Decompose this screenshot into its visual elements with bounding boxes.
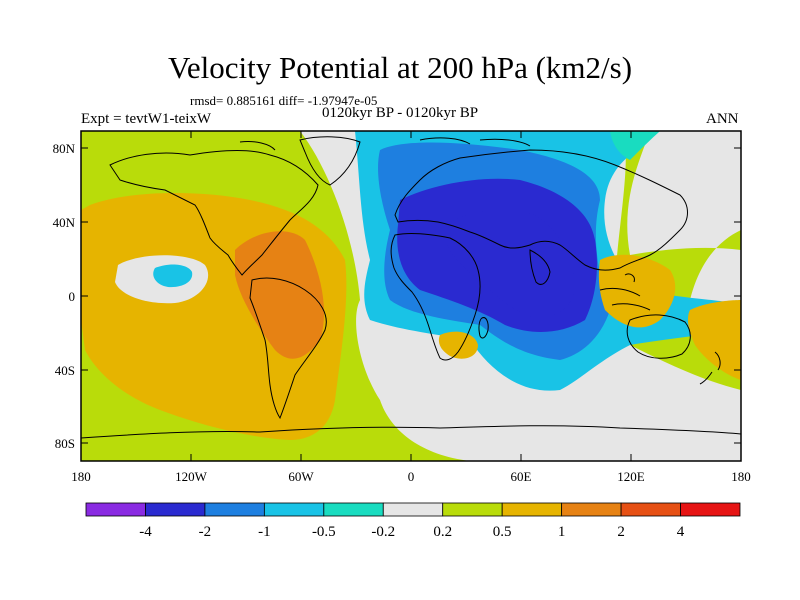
lon-label-180w: 180: [71, 469, 91, 484]
coast-new-zealand: [699, 351, 721, 385]
coast-north-america: [109, 150, 319, 276]
lat-label-80n: 80N: [53, 141, 76, 156]
colorbar-box: [85, 502, 146, 517]
colorbar-label: -2: [199, 524, 212, 540]
colorbar-box: [501, 502, 563, 517]
period-label: 0120kyr BP - 0120kyr BP: [322, 105, 479, 121]
positive-region-west-pacific: [598, 254, 676, 328]
negative-region-core: [445, 209, 575, 318]
lon-label-60e: 60E: [511, 469, 532, 484]
positive-region-central-pacific: [687, 300, 741, 380]
lat-label-40n: 40N: [53, 215, 76, 230]
positive-region-inner: [235, 231, 325, 359]
axis-ticks: [80, 131, 742, 461]
stats-line: rmsd= 0.885161 diff= -1.97947e-05: [190, 93, 378, 108]
colorbar-label: -0.2: [371, 524, 395, 540]
lon-label-120w: 120W: [175, 469, 208, 484]
lon-label-180e: 180: [731, 469, 751, 484]
coast-madagascar: [478, 317, 489, 339]
colorbar-box: [442, 502, 503, 517]
colorbar-box: [145, 502, 206, 517]
coast-antarctica: [81, 425, 741, 439]
lon-label-60w: 60W: [288, 469, 314, 484]
coast-south-america: [249, 277, 327, 420]
season-label: ANN: [706, 111, 739, 127]
coast-africa: [390, 233, 481, 361]
colorbar-label: -0.5: [312, 524, 336, 540]
map-title: Velocity Potential at 200 hPa (km2/s): [167, 50, 633, 85]
lon-label-0: 0: [408, 469, 415, 484]
contour-field: [81, 131, 741, 461]
colorbar-label: 0.2: [433, 524, 452, 540]
colorbar-label: -4: [139, 524, 152, 540]
colorbar-label: 1: [558, 524, 566, 540]
experiment-label: Expt = tevtW1-teixW: [81, 111, 212, 127]
lat-label-80s: 80S: [55, 436, 75, 451]
colorbar-label: 4: [677, 524, 685, 540]
colorbar: -4 -2 -1 -0.5 -0.2 0.2 0.5 1 2 4: [85, 502, 741, 540]
negative-strip-north: [610, 131, 660, 160]
colorbar-label: -1: [258, 524, 271, 540]
lat-label-40s: 40S: [55, 363, 75, 378]
colorbar-box: [680, 502, 741, 517]
colorbar-box: [204, 502, 265, 517]
coast-maritime-continent: [599, 273, 651, 311]
colorbar-box: [323, 502, 384, 517]
coastlines: [81, 136, 741, 439]
colorbar-label: 2: [617, 524, 625, 540]
coast-australia: [626, 314, 691, 359]
negative-blob-pacific: [153, 264, 193, 288]
coast-eurasia: [394, 149, 688, 271]
lon-label-120e: 120E: [617, 469, 645, 484]
coast-arctic-islands: [239, 137, 531, 151]
colorbar-box: [382, 502, 444, 517]
colorbar-box: [561, 502, 622, 517]
colorbar-box: [620, 502, 681, 517]
colorbar-label: 0.5: [493, 524, 512, 540]
coast-greenland: [299, 136, 361, 186]
coast-india: [529, 249, 551, 285]
positive-blob-indian-ocean: [438, 331, 478, 359]
colorbar-box: [263, 502, 325, 517]
lat-label-0: 0: [69, 289, 76, 304]
